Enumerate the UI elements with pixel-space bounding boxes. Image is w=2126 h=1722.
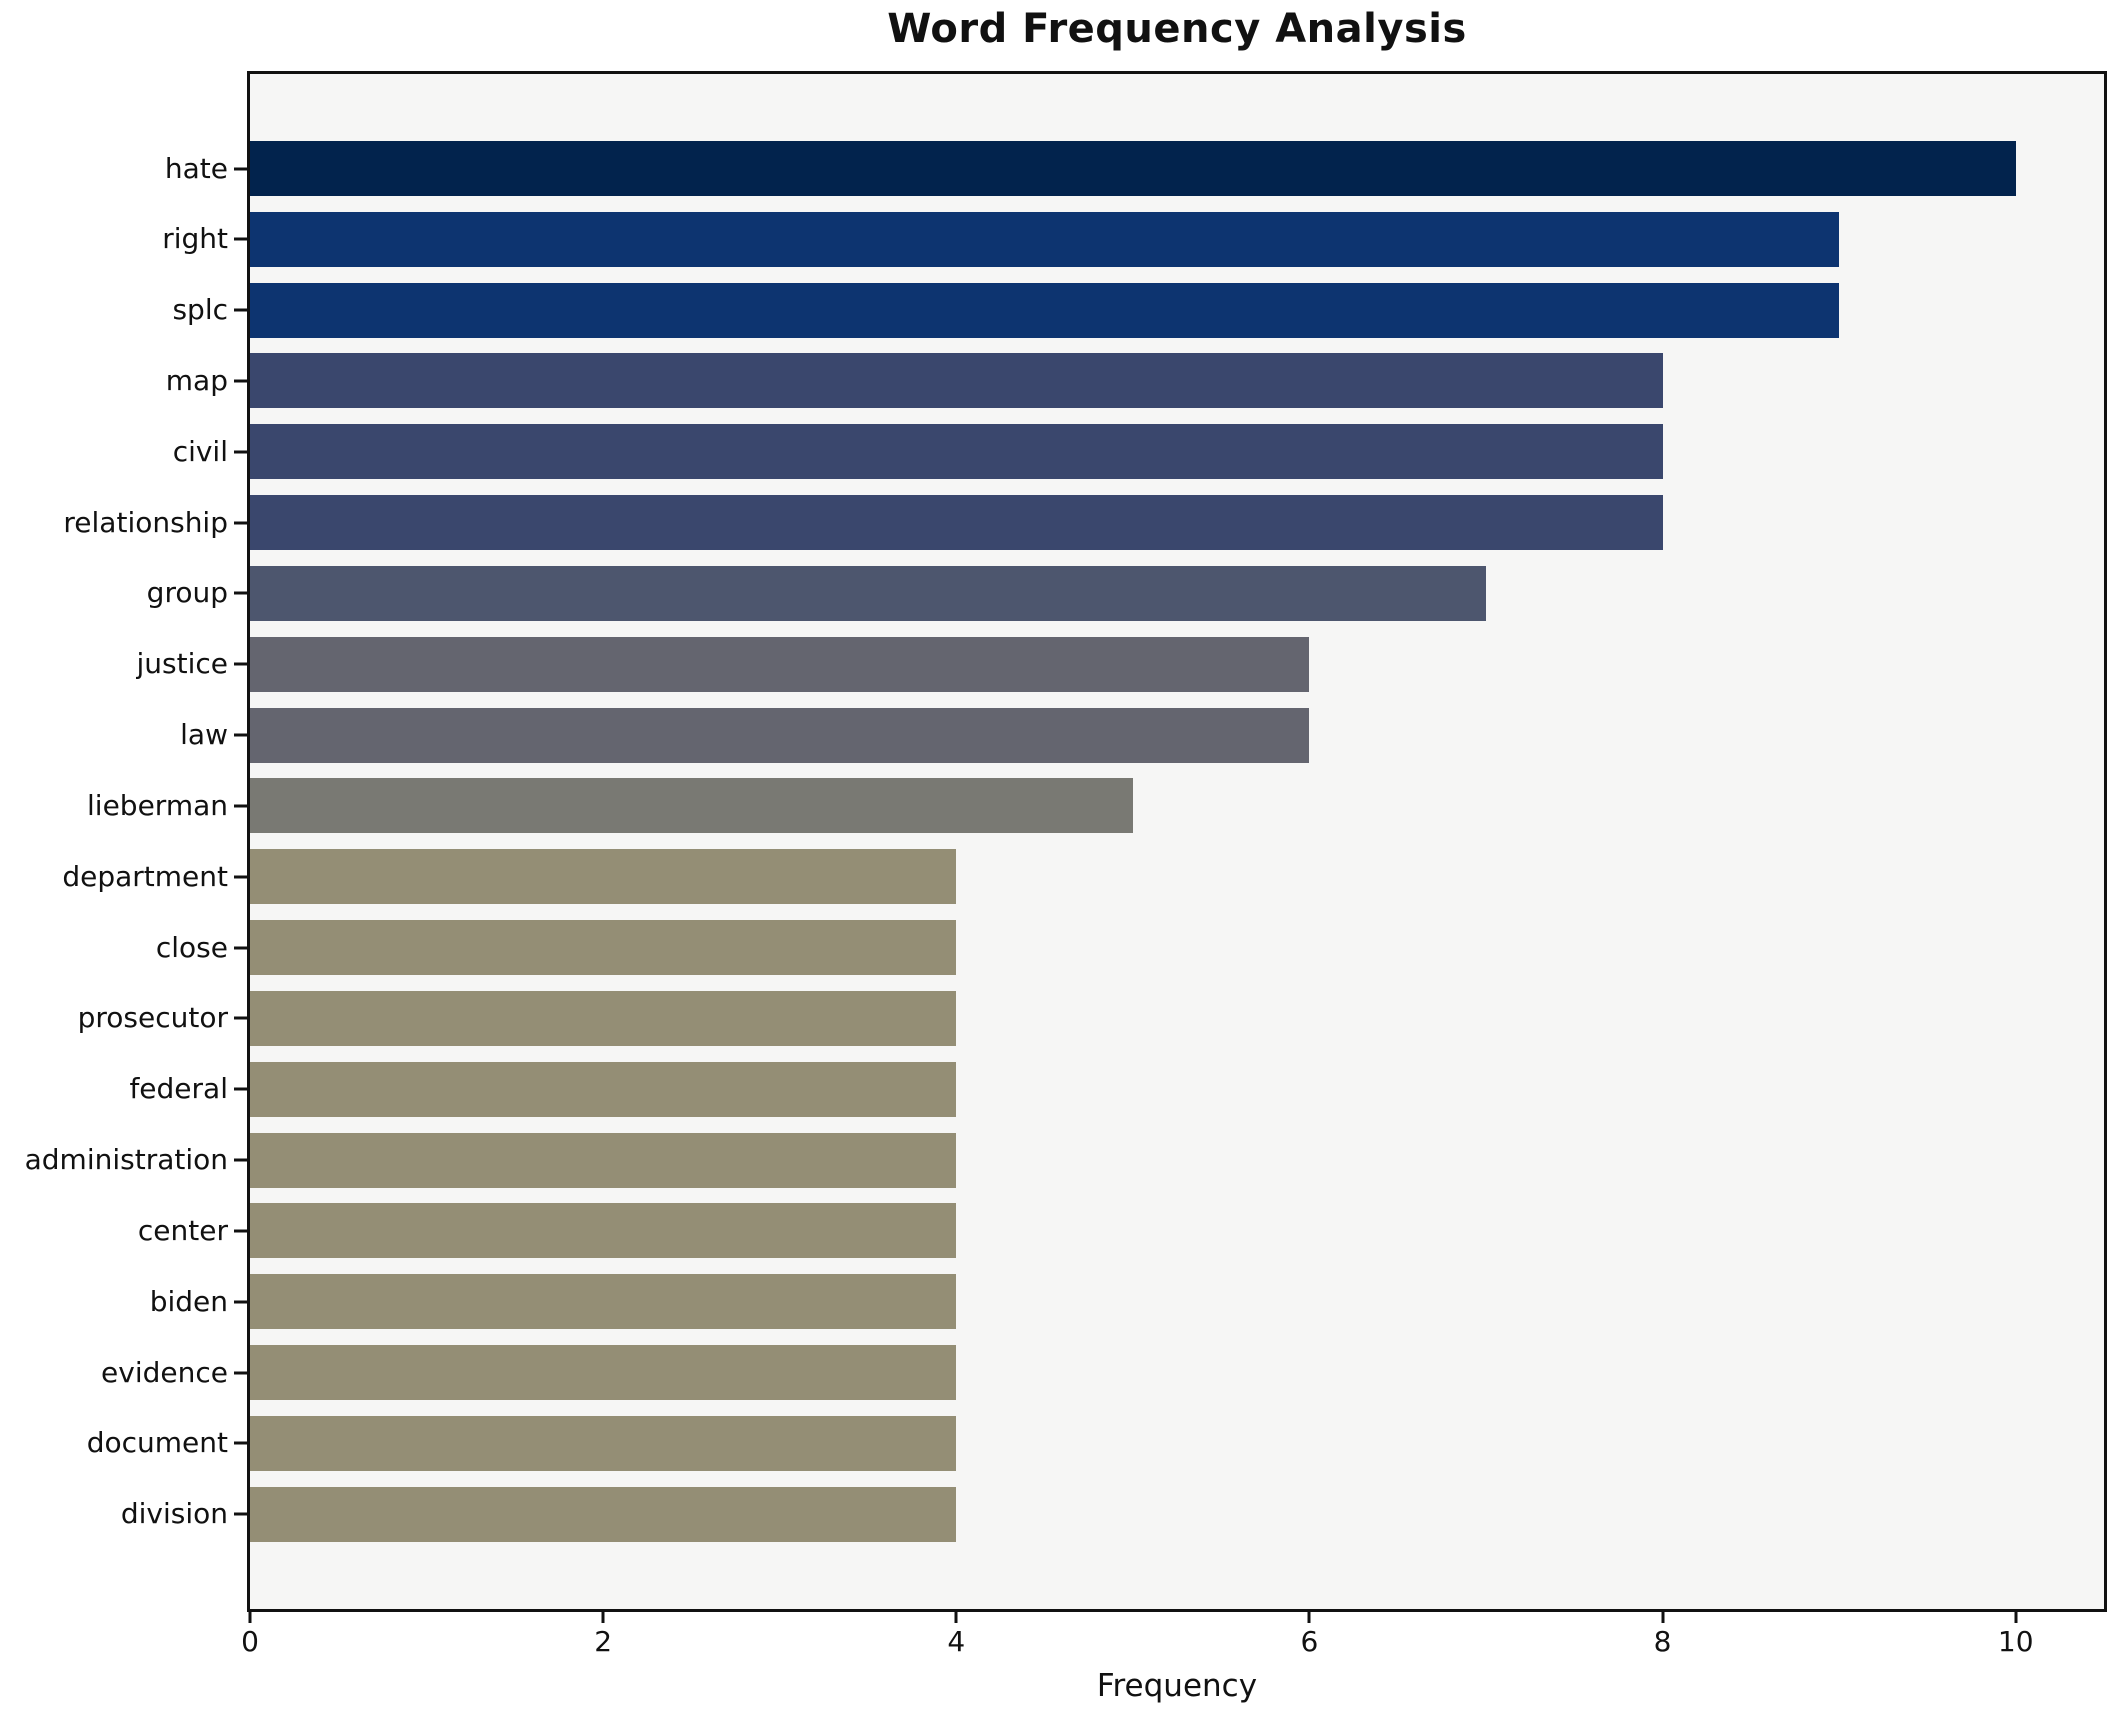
ytick-label: administration <box>24 1143 228 1177</box>
y-tick-mark <box>234 733 247 737</box>
ytick-label: right <box>162 222 228 256</box>
x-axis: 0 2 4 6 8 10 <box>241 1612 2104 1672</box>
ytick-label: prosecutor <box>77 1001 228 1035</box>
bar-row: law <box>180 707 2104 763</box>
y-tick-mark <box>234 237 247 241</box>
ytick-label: division <box>120 1497 228 1531</box>
bar-relationship <box>250 495 1663 551</box>
ytick-label: lieberman <box>87 788 228 822</box>
y-tick-mark <box>234 662 247 666</box>
y-tick-mark <box>234 1016 247 1020</box>
bar-lieberman <box>250 778 1133 834</box>
ytick-label: document <box>86 1426 228 1460</box>
bar-row: lieberman <box>87 778 2104 834</box>
bar-row: close <box>156 920 2104 976</box>
ytick-label: splc <box>172 293 228 327</box>
bar-row: center <box>138 1203 2104 1259</box>
x-axis-label: Frequency <box>1096 1668 1258 1704</box>
xtick-label: 2 <box>594 1625 613 1658</box>
bar-group <box>250 565 1486 621</box>
y-tick-mark <box>234 1512 247 1516</box>
bar-row: group <box>147 565 2104 621</box>
xtick-label: 8 <box>1653 1625 1672 1658</box>
bar-splc <box>250 282 1840 338</box>
xtick-label: 4 <box>947 1625 966 1658</box>
y-tick-mark <box>234 308 247 312</box>
bar-row: evidence <box>101 1345 2104 1401</box>
bar-evidence <box>250 1345 957 1401</box>
bar-map <box>250 353 1663 409</box>
x-tick-mark <box>2014 1612 2018 1623</box>
bar-row: right <box>162 211 2104 267</box>
xtick-label: 0 <box>241 1625 259 1658</box>
ytick-label: hate <box>164 151 228 185</box>
ytick-label: civil <box>172 434 228 468</box>
xtick-label: 6 <box>1300 1625 1319 1658</box>
ytick-label: law <box>180 718 228 752</box>
y-tick-mark <box>234 591 247 595</box>
y-tick-mark <box>234 1087 247 1091</box>
plot-area: hate right splc map civil relationship group ju… <box>25 71 2107 1612</box>
x-tick-mark <box>248 1612 252 1623</box>
y-tick-mark <box>234 1441 247 1445</box>
ytick-label: evidence <box>101 1355 228 1389</box>
bar-civil <box>250 424 1663 480</box>
xtick-label: 10 <box>1997 1625 2034 1658</box>
bar-division <box>250 1486 957 1542</box>
bar-justice <box>250 636 1310 692</box>
y-tick-mark <box>234 1371 247 1375</box>
ytick-label: relationship <box>63 505 228 539</box>
bar-biden <box>250 1274 957 1330</box>
y-tick-mark <box>234 521 247 525</box>
bar-row: biden <box>150 1274 2104 1330</box>
ytick-label: center <box>137 1213 228 1247</box>
x-tick-mark <box>1661 1612 1665 1623</box>
bar-row: map <box>166 353 2104 409</box>
bar-center <box>250 1203 957 1259</box>
bar-document <box>250 1415 957 1471</box>
bar-row: splc <box>172 282 2104 338</box>
bar-row: administration <box>25 1132 2104 1188</box>
ytick-label: department <box>62 859 228 893</box>
bar-department <box>250 849 957 905</box>
bar-row: division <box>121 1486 2104 1542</box>
ytick-label: close <box>155 930 228 964</box>
ytick-label: federal <box>129 1072 228 1106</box>
ytick-label: biden <box>149 1284 228 1318</box>
bar-administration <box>250 1132 957 1188</box>
ytick-label: map <box>165 363 228 397</box>
y-tick-mark <box>234 379 247 383</box>
bar-prosecutor <box>250 990 957 1046</box>
bar-row: justice <box>137 636 2104 692</box>
y-tick-mark <box>234 167 247 170</box>
y-tick-mark <box>234 1300 247 1304</box>
bar-right <box>250 211 1840 267</box>
ytick-label: group <box>146 576 228 610</box>
bar-close <box>250 920 957 976</box>
y-tick-mark <box>234 875 247 879</box>
x-tick-mark <box>954 1612 958 1623</box>
chart-title: Word Frequency Analysis <box>887 6 1467 52</box>
bar-row: document <box>87 1415 2104 1471</box>
bar-row: prosecutor <box>78 990 2104 1046</box>
bars-container: hate right splc map civil relationship group ju… <box>25 141 2104 1542</box>
bar-row: hate <box>165 141 2104 196</box>
bar-row: civil <box>173 424 2104 480</box>
y-tick-mark <box>234 804 247 808</box>
bar-hate <box>250 141 2016 196</box>
y-tick-mark <box>234 1229 247 1233</box>
bar-law <box>250 707 1310 763</box>
bar-federal <box>250 1061 957 1117</box>
y-tick-mark <box>234 946 247 950</box>
bar-row: relationship <box>63 495 2104 551</box>
x-tick-mark <box>601 1612 605 1623</box>
bar-row: department <box>62 849 2104 905</box>
x-tick-mark <box>1307 1612 1311 1623</box>
bar-row: federal <box>129 1061 2104 1117</box>
y-tick-mark <box>234 450 247 454</box>
ytick-label: justice <box>136 647 229 681</box>
y-tick-mark <box>234 1158 247 1162</box>
